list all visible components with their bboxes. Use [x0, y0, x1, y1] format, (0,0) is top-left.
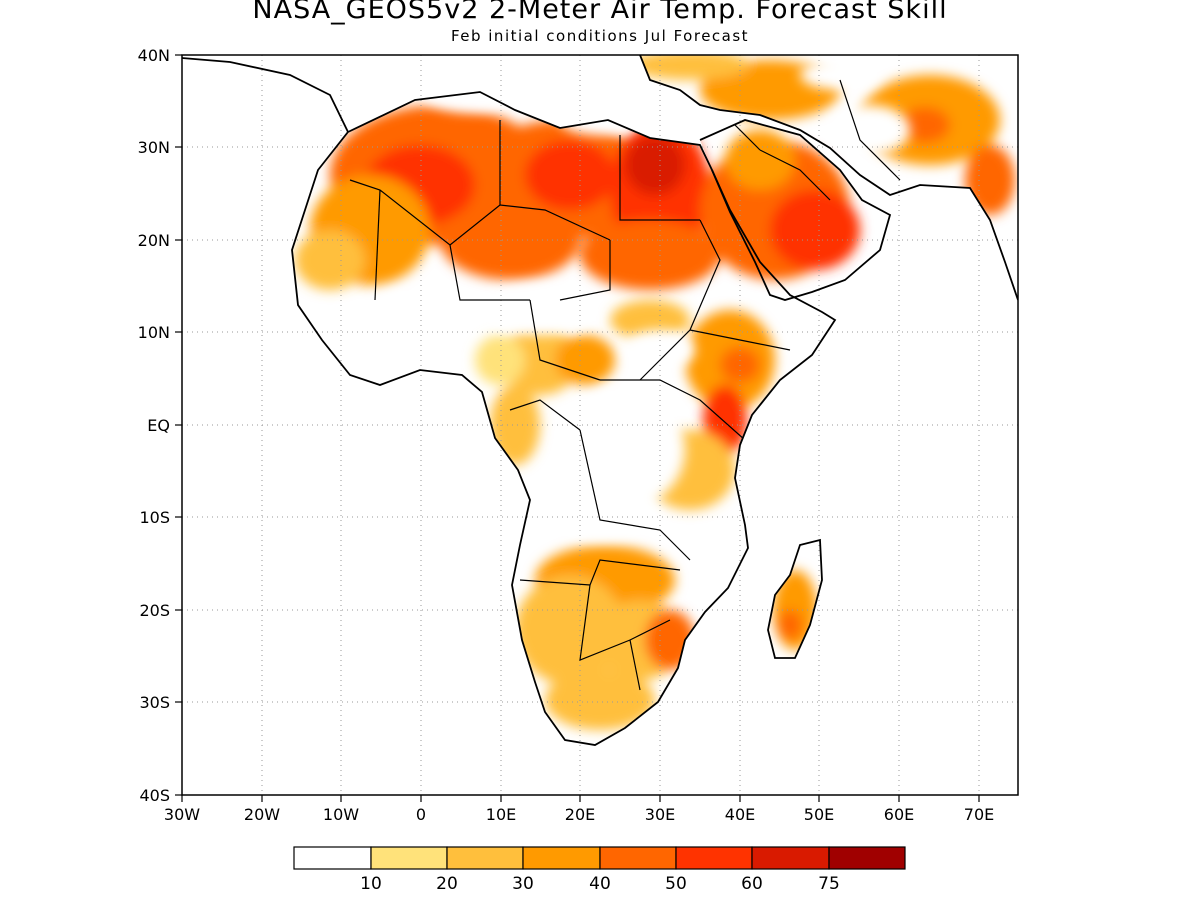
- skill-field: [295, 55, 1015, 730]
- colorbar-swatch: [370, 846, 448, 870]
- lat-label: 30N: [138, 138, 170, 157]
- lon-label: 60E: [884, 805, 914, 824]
- lat-label: 20N: [138, 231, 170, 250]
- colorbar-swatch: [599, 846, 677, 870]
- latitude-labels: 40N 30N 20N 10N EQ 10S 20S 30S 40S: [138, 46, 170, 805]
- lon-label: 10E: [486, 805, 516, 824]
- lat-label: 10S: [139, 508, 170, 527]
- colorbar-label: 40: [589, 874, 611, 894]
- lon-label: 20E: [565, 805, 595, 824]
- colorbar-swatch: [675, 846, 753, 870]
- colorbar-swatch: [522, 846, 601, 870]
- lon-label: 40E: [725, 805, 755, 824]
- lat-label: 30S: [139, 693, 170, 712]
- lon-label: 70E: [964, 805, 994, 824]
- colorbar: 10 20 30 40 50 60 75: [293, 846, 906, 894]
- map-subtitle: Feb initial conditions Jul Forecast: [450, 27, 750, 45]
- country-borders: [349, 79, 901, 691]
- lat-label: 10N: [138, 323, 170, 342]
- lon-label: 30W: [164, 805, 200, 824]
- colorbar-swatch: [751, 846, 830, 870]
- lon-label: 0: [416, 805, 426, 824]
- coastlines: [182, 55, 1018, 746]
- colorbar-swatch: [293, 846, 372, 870]
- map-title: NASA_GEOS5v2 2-Meter Air Temp. Forecast …: [252, 0, 948, 25]
- colorbar-label: 50: [665, 874, 687, 894]
- lon-label: 30E: [645, 805, 675, 824]
- colorbar-swatch: [828, 846, 906, 870]
- colorbar-label: 60: [741, 874, 763, 894]
- lon-label: 20W: [244, 805, 280, 824]
- colorbar-label: 20: [436, 874, 458, 894]
- lat-label: 20S: [139, 601, 170, 620]
- colorbar-label: 75: [818, 874, 840, 894]
- axis-ticks: [175, 54, 980, 802]
- colorbar-swatch: [446, 846, 524, 870]
- lat-label: 40N: [138, 46, 170, 65]
- longitude-labels: 30W 20W 10W 0 10E 20E 30E 40E 50E 60E 70…: [164, 805, 994, 824]
- lon-label: 10W: [323, 805, 359, 824]
- lon-label: 50E: [804, 805, 834, 824]
- colorbar-label: 30: [512, 874, 534, 894]
- colorbar-label: 10: [360, 874, 382, 894]
- graticule: [182, 55, 1018, 795]
- lat-label: 40S: [139, 786, 170, 805]
- lat-label: EQ: [147, 416, 170, 435]
